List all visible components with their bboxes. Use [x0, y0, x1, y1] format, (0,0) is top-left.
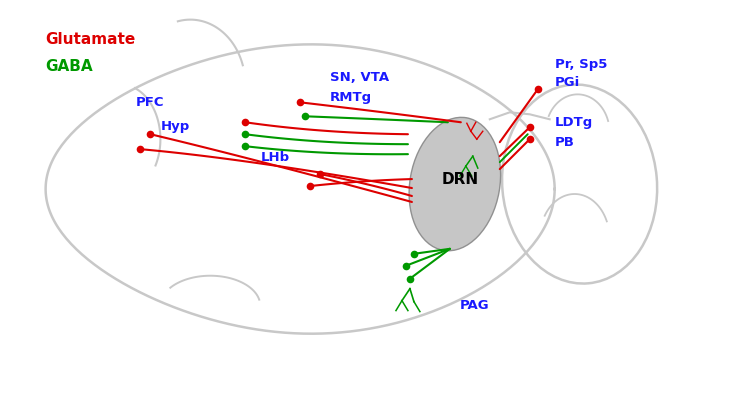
Text: PAG: PAG [460, 299, 490, 312]
Text: LDTg: LDTg [555, 116, 593, 129]
Text: DRN: DRN [441, 171, 478, 187]
Text: Hyp: Hyp [161, 120, 190, 133]
Text: PFC: PFC [136, 96, 164, 109]
Ellipse shape [409, 117, 501, 251]
Text: PB: PB [555, 136, 574, 149]
Text: SN, VTA: SN, VTA [330, 71, 389, 84]
Text: Pr, Sp5: Pr, Sp5 [555, 58, 607, 71]
Text: GABA: GABA [45, 59, 93, 74]
Text: Glutamate: Glutamate [45, 32, 136, 47]
Text: PGi: PGi [555, 76, 580, 89]
Text: LHb: LHb [260, 151, 289, 164]
Text: RMTg: RMTg [330, 91, 372, 104]
